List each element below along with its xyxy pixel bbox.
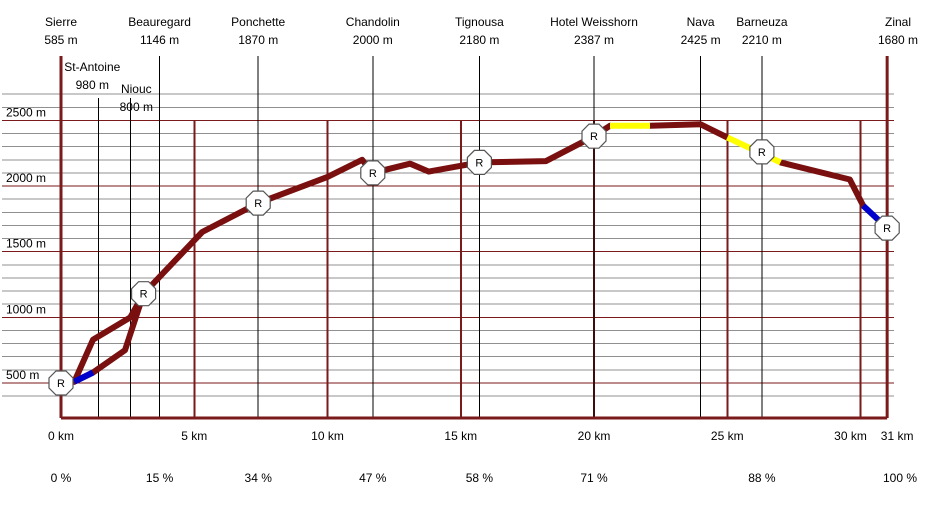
km-gridlines — [193, 120, 862, 418]
waypoint-name: Beauregard — [128, 15, 191, 29]
waypoint-altitude: 585 m — [44, 33, 77, 47]
chart-frame — [59, 56, 889, 420]
percent-label: 47 % — [359, 471, 387, 485]
x-tick-label: 31 km — [881, 429, 914, 443]
marker-label: R — [57, 378, 65, 390]
waypoint-name: Niouc — [121, 82, 152, 96]
waypoint-labels: Sierre 585 m St-Antoine 980 m Niouc 800 m Beau… — [44, 15, 918, 114]
route-line — [647, 121, 731, 141]
marker-label: R — [140, 289, 148, 301]
marker-label: R — [590, 131, 598, 143]
x-tick-label: 15 km — [444, 429, 477, 443]
x-tick-label: 5 km — [181, 429, 207, 443]
x-tick-label: 10 km — [311, 429, 344, 443]
refreshment-marker: R — [466, 149, 492, 175]
marker-octagon — [874, 215, 900, 241]
refreshment-marker: R — [48, 370, 74, 396]
refreshment-marker: R — [131, 281, 157, 307]
waypoint-altitude: 1870 m — [238, 33, 278, 47]
major-gridlines — [2, 119, 894, 384]
percent-label: 58 % — [466, 471, 494, 485]
y-tick-label: 1500 m — [6, 237, 46, 251]
percent-label: 15 % — [146, 471, 174, 485]
waypoint-altitude: 2387 m — [574, 33, 614, 47]
refreshment-marker: R — [360, 160, 386, 186]
waypoint-name: Hotel Weisshorn — [550, 15, 638, 29]
x-tick-label: 25 km — [711, 429, 744, 443]
route-line — [777, 159, 867, 209]
waypoint-name: St-Antoine — [64, 60, 120, 74]
marker-octagon — [48, 370, 74, 396]
waypoint-name: Sierre — [45, 15, 77, 29]
waypoint-altitude: 1680 m — [878, 33, 918, 47]
refreshment-marker: R — [874, 215, 900, 241]
refreshment-marker: R — [245, 190, 271, 216]
percent-label: 0 % — [51, 471, 72, 485]
percent-label: 88 % — [748, 471, 776, 485]
waypoint-altitude: 980 m — [76, 78, 109, 92]
marker-octagon — [749, 139, 775, 165]
y-axis-labels: 500 m 1000 m 1500 m 2000 m 2500 m — [6, 105, 46, 382]
marker-octagon — [466, 149, 492, 175]
marker-octagon — [131, 281, 157, 307]
waypoint-altitude: 1146 m — [140, 33, 179, 47]
marker-label: R — [475, 157, 483, 169]
percent-label: 71 % — [580, 471, 608, 485]
percent-labels: 0 % 15 % 34 % 47 % 58 % 71 % 88 % 100 % — [51, 471, 918, 485]
y-tick-label: 2500 m — [6, 105, 46, 119]
waypoint-lines — [97, 56, 763, 418]
x-tick-label: 0 km — [48, 429, 74, 443]
waypoint-altitude: 2000 m — [353, 33, 393, 47]
waypoint-name: Barneuza — [736, 15, 788, 29]
marker-label: R — [254, 198, 262, 210]
waypoint-name: Ponchette — [231, 15, 285, 29]
marker-label: R — [369, 168, 377, 180]
waypoint-altitude: 2425 m — [681, 33, 721, 47]
x-tick-label: 20 km — [578, 429, 611, 443]
marker-octagon — [581, 123, 607, 149]
route-line — [71, 122, 613, 385]
marker-octagon — [245, 190, 271, 216]
percent-label: 100 % — [883, 471, 917, 485]
y-tick-label: 500 m — [6, 368, 39, 382]
x-tick-label: 30 km — [834, 429, 867, 443]
x-axis-labels: 0 km 5 km 10 km 15 km 20 km 25 km 30 km 31 km — [48, 429, 914, 443]
marker-label: R — [883, 223, 891, 235]
percent-label: 34 % — [245, 471, 273, 485]
waypoint-name: Chandolin — [346, 15, 400, 29]
refreshment-marker: R — [749, 139, 775, 165]
marker-label: R — [758, 147, 766, 159]
waypoint-altitude: 2210 m — [742, 33, 782, 47]
refreshment-marker: R — [581, 123, 607, 149]
refreshment-markers: R R R R R R R R — [48, 123, 900, 396]
waypoint-altitude: 800 m — [120, 100, 153, 114]
y-tick-label: 1000 m — [6, 302, 46, 316]
waypoint-altitude: 2180 m — [459, 33, 499, 47]
y-tick-label: 2000 m — [6, 171, 46, 185]
route-highlight — [72, 369, 95, 385]
waypoint-name: Tignousa — [455, 15, 504, 29]
waypoint-name: Zinal — [885, 15, 911, 29]
waypoint-name: Nava — [687, 15, 715, 29]
marker-octagon — [360, 160, 386, 186]
